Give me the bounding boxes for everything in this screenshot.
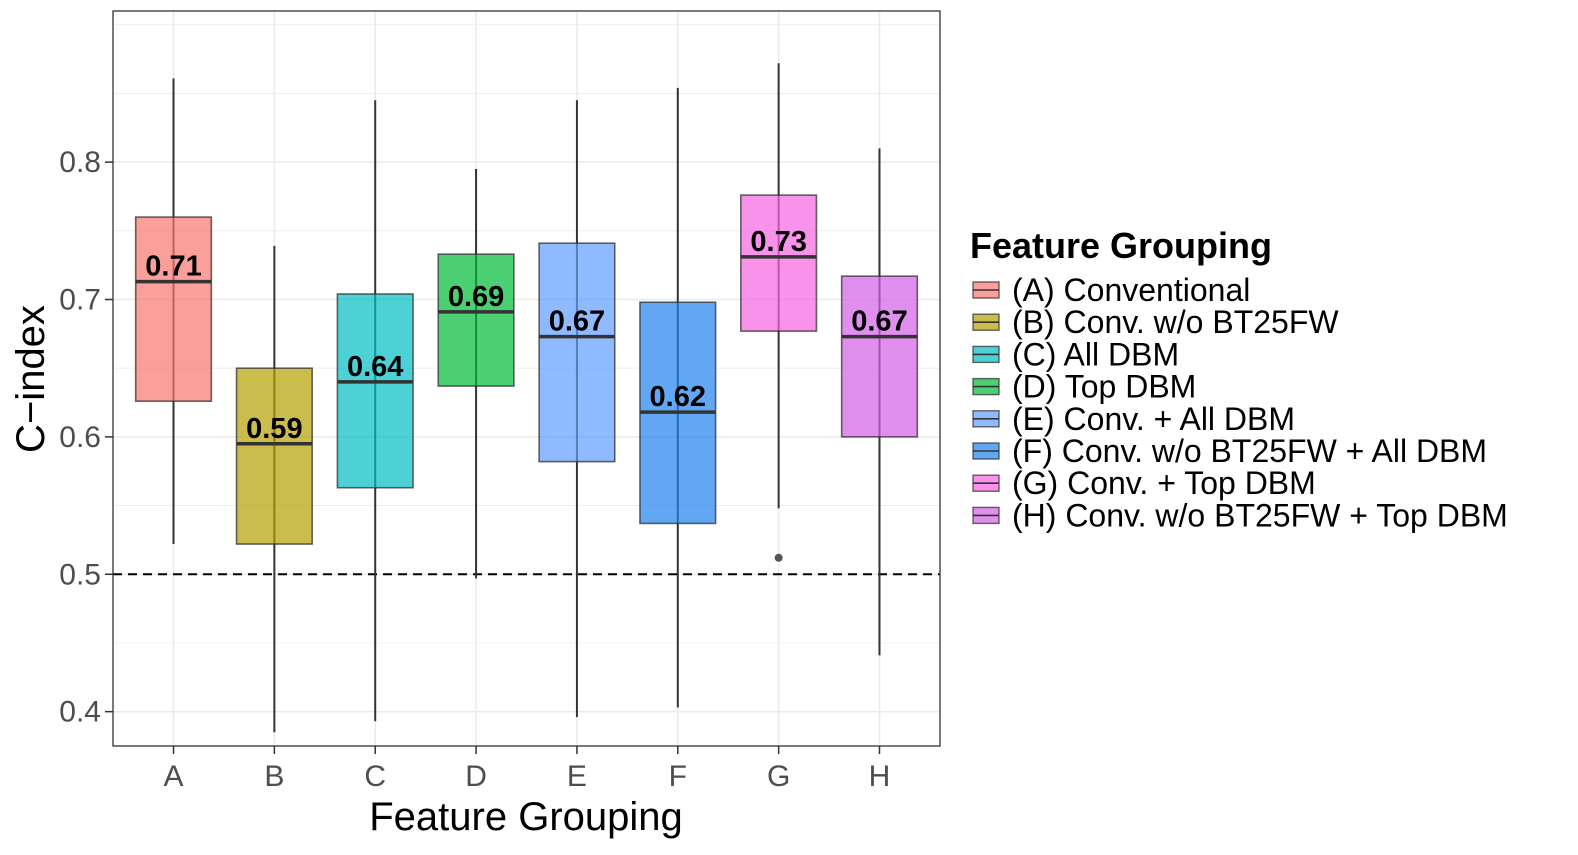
y-tick-label: 0.4 <box>59 696 101 729</box>
box-group-a: 0.71 <box>134 78 213 545</box>
median-label-a: 0.71 <box>145 251 201 283</box>
legend-key-f <box>972 442 1000 460</box>
box-a <box>134 216 213 402</box>
box-group-h: 0.67 <box>840 148 919 656</box>
x-tick-label: H <box>869 760 891 793</box>
median-label-e: 0.67 <box>549 306 605 338</box>
median-label-b: 0.59 <box>246 413 302 445</box>
legend-key-h <box>972 506 1000 525</box>
x-tick-label: D <box>465 760 487 793</box>
plot-panel-border <box>112 10 941 747</box>
x-tick-label: G <box>767 760 790 793</box>
x-axis: A B C D E F G H <box>164 746 891 793</box>
box-group-e: 0.67 <box>538 100 616 718</box>
legend-label-d: (D) Top DBM <box>1012 369 1196 405</box>
y-axis-title: C−index <box>9 305 53 453</box>
y-tick-label: 0.8 <box>59 146 101 179</box>
box-b <box>235 367 313 545</box>
median-label-g: 0.73 <box>750 226 806 258</box>
legend-key-e <box>972 410 1000 428</box>
x-axis-title: Feature Grouping <box>369 795 683 839</box>
legend-title: Feature Grouping <box>970 225 1272 266</box>
legend-label-h: (H) Conv. w/o BT25FW + Top DBM <box>1012 497 1508 533</box>
box-group-g: 0.73 <box>740 63 818 562</box>
y-tick-label: 0.7 <box>59 284 101 317</box>
box-g <box>740 194 818 332</box>
boxes: 0.71 0.59 0.64 0.69 0.67 0.62 0.73 0.67 <box>134 63 919 733</box>
legend-label-e: (E) Conv. + All DBM <box>1012 401 1295 437</box>
x-tick-label: C <box>364 760 386 793</box>
box-group-f: 0.62 <box>639 87 717 708</box>
legend: Feature Grouping (A) Conventional(B) Con… <box>970 225 1508 533</box>
y-axis: 0.4 0.5 0.6 0.7 0.8 <box>59 146 113 729</box>
legend-key-c <box>972 345 1000 364</box>
y-tick-label: 0.5 <box>59 558 101 591</box>
legend-key-a <box>972 281 1000 299</box>
x-tick-label: B <box>264 760 284 793</box>
legend-label-c: (C) All DBM <box>1012 336 1179 372</box>
x-tick-label: E <box>567 760 587 793</box>
box-d <box>437 253 515 387</box>
box-group-d: 0.69 <box>437 168 515 579</box>
legend-label-a: (A) Conventional <box>1012 272 1250 308</box>
legend-key-b <box>972 313 1000 331</box>
x-tick-label: A <box>164 760 184 793</box>
legend-key-g <box>972 474 1000 492</box>
box-c <box>336 293 414 489</box>
x-tick-label: F <box>669 760 687 793</box>
median-label-c: 0.64 <box>347 351 403 383</box>
median-label-h: 0.67 <box>851 306 907 338</box>
legend-label-g: (G) Conv. + Top DBM <box>1012 465 1316 501</box>
y-tick-label: 0.6 <box>59 421 101 454</box>
median-label-f: 0.62 <box>650 381 706 413</box>
median-label-d: 0.69 <box>448 281 504 313</box>
box-group-b: 0.59 <box>235 245 313 733</box>
box-group-c: 0.64 <box>336 100 414 722</box>
legend-key-d <box>972 377 1000 396</box>
outlier-point-g <box>774 553 783 562</box>
box-e <box>538 242 616 463</box>
legend-label-b: (B) Conv. w/o BT25FW <box>1012 304 1339 340</box>
box-h <box>840 275 919 438</box>
legend-label-f: (F) Conv. w/o BT25FW + All DBM <box>1012 433 1487 469</box>
